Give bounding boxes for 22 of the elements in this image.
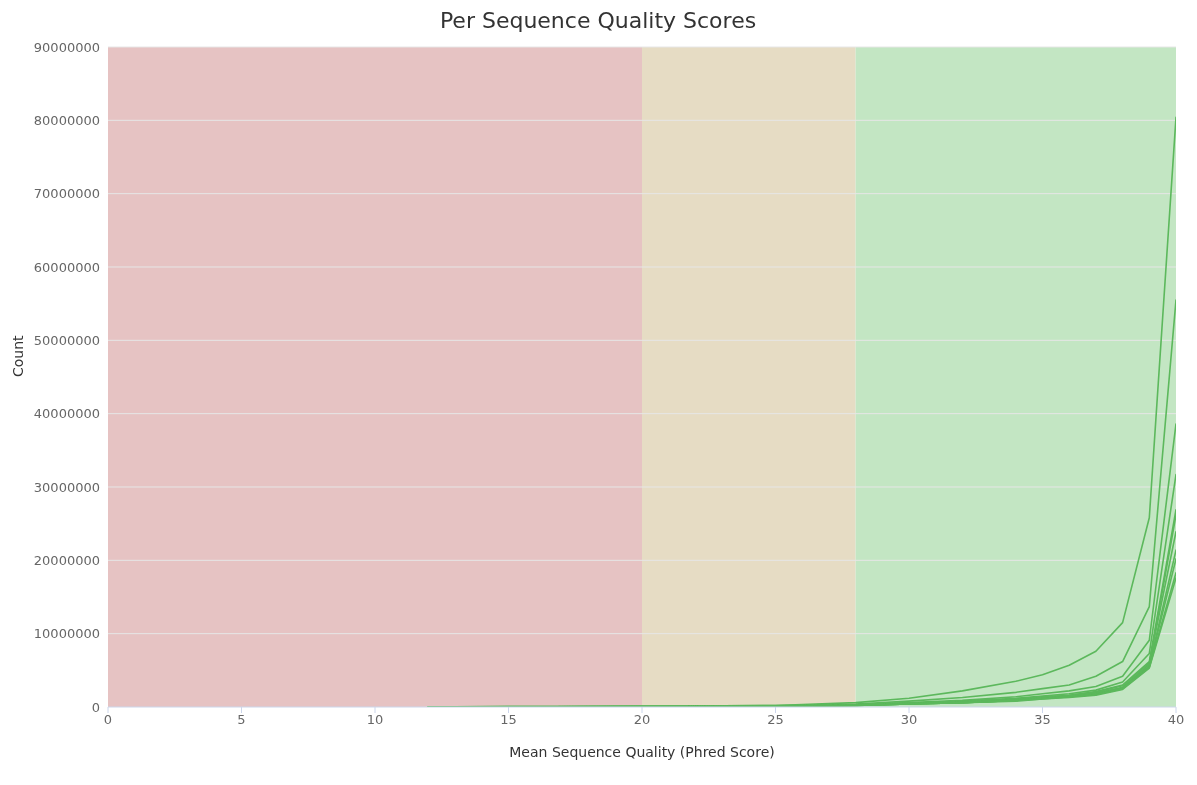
- x-tick-label: 15: [500, 712, 517, 728]
- chart-title: Per Sequence Quality Scores: [438, 8, 758, 33]
- x-axis-title: Mean Sequence Quality (Phred Score): [509, 744, 775, 760]
- y-tick-label: 30000000: [33, 479, 100, 495]
- y-tick-label: 40000000: [33, 406, 100, 422]
- y-tick-label: 0: [91, 699, 100, 715]
- y-axis-title: Count: [9, 334, 26, 377]
- x-tick-label: 35: [1034, 712, 1051, 728]
- x-tick-label: 5: [237, 712, 246, 728]
- x-tick-label: 20: [633, 712, 651, 728]
- y-tick-label: 90000000: [33, 39, 100, 55]
- x-tick-label: 10: [366, 712, 384, 728]
- y-tick-label: 60000000: [33, 259, 100, 275]
- y-tick-label: 80000000: [33, 112, 100, 128]
- x-tick-label: 0: [103, 712, 113, 728]
- y-tick-label: 10000000: [33, 626, 100, 642]
- x-tick-label: 30: [900, 712, 918, 728]
- x-tick-label: 25: [767, 712, 784, 728]
- y-tick-label: 50000000: [33, 332, 100, 348]
- y-tick-label: 70000000: [33, 186, 100, 202]
- y-tick-label: 20000000: [33, 552, 100, 568]
- x-tick-label: 40: [1167, 712, 1185, 728]
